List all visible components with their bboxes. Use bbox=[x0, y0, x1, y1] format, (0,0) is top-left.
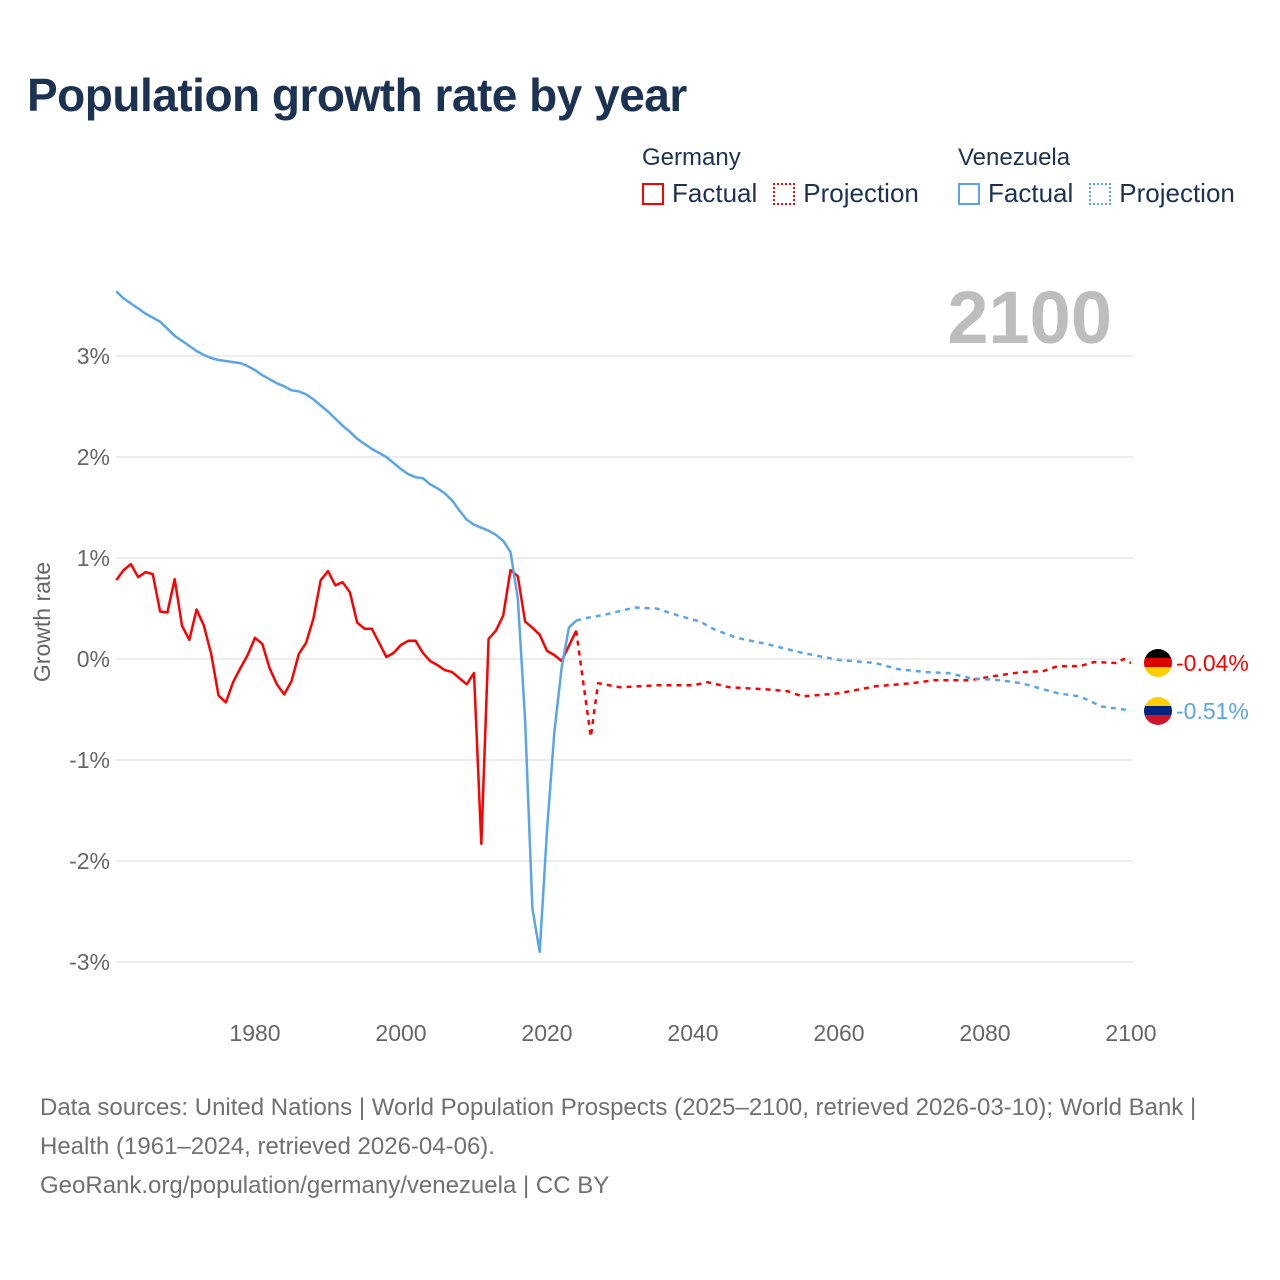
legend-item-venezuela-projection[interactable]: Projection bbox=[1089, 178, 1235, 209]
venezuela-factual-line bbox=[115, 290, 578, 954]
germany-flag-icon bbox=[1144, 649, 1172, 677]
germany-projection-line bbox=[574, 630, 1132, 739]
legend-germany: Germany Factual Projection bbox=[642, 144, 935, 209]
germany-end-label: -0.04% bbox=[1176, 650, 1249, 676]
legend-venezuela: Venezuela Factual Projection bbox=[958, 144, 1251, 209]
x-axis-ticks: 1980 2000 2020 2040 2060 2080 2100 bbox=[229, 1020, 1156, 1046]
x-tick-label: 2040 bbox=[667, 1020, 718, 1046]
venezuela-end-label: -0.51% bbox=[1176, 698, 1249, 724]
legend-group-name: Germany bbox=[642, 144, 741, 171]
legend-swatch-solid bbox=[958, 182, 980, 205]
y-tick-label: -2% bbox=[69, 848, 110, 874]
footer: Data sources: United Nations | World Pop… bbox=[40, 1088, 1240, 1205]
y-tick-label: 3% bbox=[77, 343, 110, 369]
x-tick-label: 1980 bbox=[229, 1020, 280, 1046]
data-sources: Data sources: United Nations | World Pop… bbox=[40, 1094, 1197, 1160]
y-tick-label: 1% bbox=[77, 545, 110, 571]
y-axis-label: Growth rate bbox=[29, 562, 55, 682]
y-axis-ticks: 3% 2% 1% 0% -1% -2% -3% bbox=[69, 343, 110, 975]
series-lines bbox=[115, 290, 1132, 954]
legend-swatch-dotted bbox=[773, 182, 796, 205]
legend-group-name: Venezuela bbox=[958, 144, 1071, 171]
legend-swatch-solid bbox=[642, 182, 664, 205]
legend-swatch-dotted bbox=[1089, 182, 1112, 205]
legend-item-germany-projection[interactable]: Projection bbox=[773, 178, 919, 209]
legend-label: Projection bbox=[1119, 178, 1235, 208]
x-tick-label: 2000 bbox=[375, 1020, 426, 1046]
x-tick-label: 2080 bbox=[959, 1020, 1010, 1046]
y-tick-label: 0% bbox=[77, 646, 110, 672]
chart-title: Population growth rate by year bbox=[27, 69, 687, 121]
chart-plot: 3% 2% 1% 0% -1% -2% -3% 1980 2000 2020 2040 2060 20… bbox=[29, 276, 1249, 1046]
legend-item-germany-factual[interactable]: Factual bbox=[642, 178, 757, 209]
legend-label: Projection bbox=[803, 178, 919, 208]
year-overlay: 2100 bbox=[947, 276, 1112, 359]
x-tick-label: 2020 bbox=[521, 1020, 572, 1046]
x-tick-label: 2060 bbox=[813, 1020, 864, 1046]
legend-label: Factual bbox=[672, 178, 758, 208]
y-tick-label: -3% bbox=[69, 949, 110, 975]
x-tick-label: 2100 bbox=[1105, 1020, 1156, 1046]
venezuela-flag-icon bbox=[1144, 697, 1172, 725]
legend-label: Factual bbox=[988, 178, 1074, 208]
venezuela-projection-line bbox=[575, 606, 1132, 712]
source-link[interactable]: GeoRank.org/population/germany/venezuela… bbox=[40, 1172, 610, 1199]
y-tick-label: 2% bbox=[77, 444, 110, 470]
germany-factual-line bbox=[115, 562, 578, 846]
legend-item-venezuela-factual[interactable]: Factual bbox=[958, 178, 1073, 209]
y-tick-label: -1% bbox=[69, 747, 110, 773]
gridlines bbox=[116, 355, 1133, 963]
